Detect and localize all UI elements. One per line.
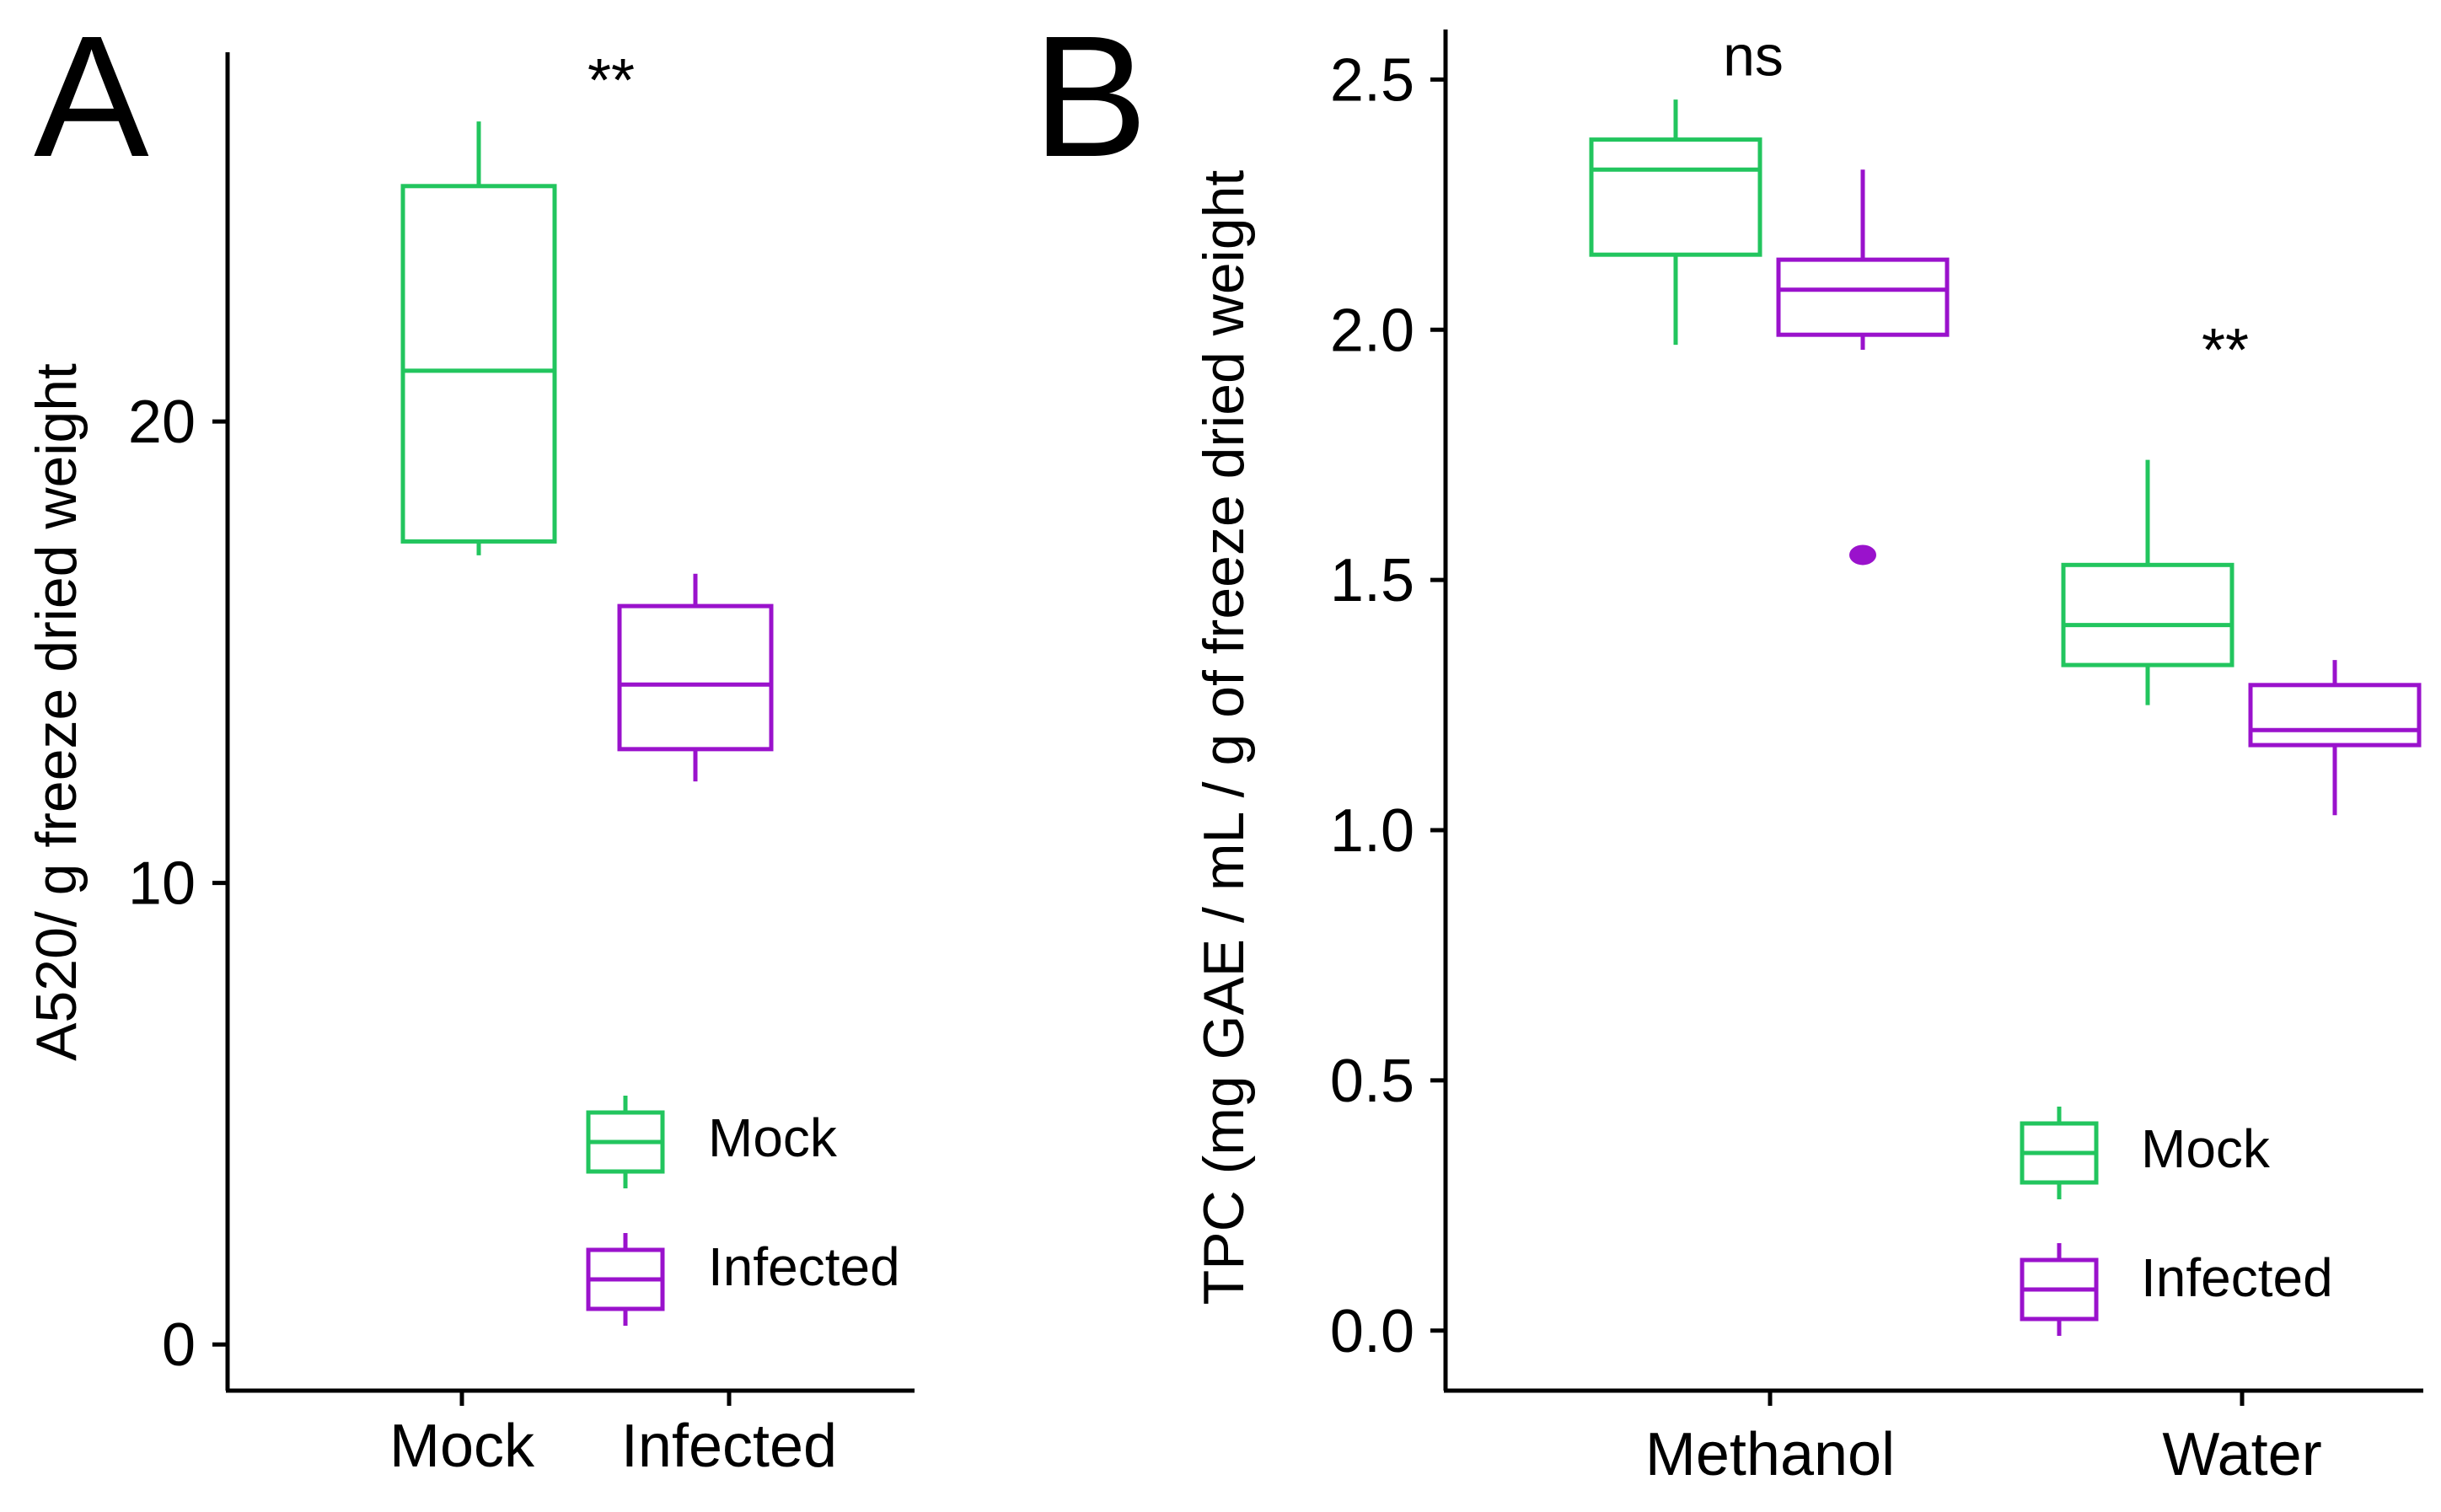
panel-a-ytick-label: 0 [162,1311,196,1379]
panel-a-x-ticks: Mock Infected [389,1391,837,1480]
panel-b-label: B [1033,0,1148,193]
panel-a-y-ticks: 0 10 20 [128,389,228,1379]
panel-b-legend-key-infected [2020,1243,2099,1336]
panel-b-box-mock-methanol [1589,99,1762,346]
panel-b-annotation-methanol: ns [1723,24,1784,88]
panel-b-axes [1443,29,2423,1393]
panel-a-box-mock-iqr-box [400,184,557,544]
panel-a-legend-label-mock: Mock [708,1107,838,1168]
panel-a-xtick-label-infected: Infected [621,1413,837,1480]
panel-b-y-axis-label: TPC (mg GAE / mL / g of freeze dried wei… [1192,170,1256,1306]
panel-a-label: A [34,0,149,193]
panel-a-y-axis-label: A520/ g freeze dried weight [24,363,89,1061]
panel-a-box-infected-iqr-box [617,603,774,752]
panel-b-box-infected-methanol-outlier-point [1849,544,1876,566]
panel-a-significance-annotation: ** [587,47,635,115]
panel-b-xtick-label-water: Water [2162,1421,2321,1488]
panel-b-annotation-water: ** [2202,317,2249,384]
panel-a-ytick-label: 10 [128,850,196,918]
panel-b-legend-label-infected: Infected [2141,1247,2333,1308]
panel-a-legend-key-mock [586,1096,665,1188]
panel-a-legend-label-infected: Infected [708,1236,900,1297]
panel-b-ytick-label: 2.0 [1330,297,1414,364]
panel-b-box-mock-water [2061,459,2234,705]
panel-b-box-mock-methanol-iqr-box [1589,137,1762,257]
panel-b-legend-key-mock [2020,1107,2099,1199]
panel-b-ytick-label: 0.5 [1330,1048,1414,1115]
panel-b-x-ticks: Methanol Water [1645,1391,2322,1488]
panel-a-ytick-label: 20 [128,389,196,456]
panel-b-box-infected-water [2248,660,2422,816]
panel-a: A A520/ g freeze dried weight 0 10 20 Mo… [24,0,915,1480]
panel-a-xtick-label-mock: Mock [389,1413,535,1480]
panel-b-ytick-label: 2.5 [1330,46,1414,114]
panel-a-box-infected [617,573,774,782]
panel-a-legend: Mock Infected [586,1096,900,1326]
panel-a-boxes [400,121,774,782]
panel-b-boxes [1589,99,2422,816]
panel-b-box-infected-methanol [1776,169,1950,566]
panel-b-legend: Mock Infected [2020,1107,2333,1336]
panel-b-box-mock-water-iqr-box [2061,562,2234,668]
panel-b-box-infected-water-iqr-box [2248,683,2422,748]
panel-a-axes [225,52,915,1393]
panel-b-legend-label-mock: Mock [2141,1118,2271,1179]
panel-b-xtick-label-methanol: Methanol [1645,1421,1895,1488]
panel-a-box-mock [400,121,557,555]
panel-b-ytick-label: 1.0 [1330,797,1414,865]
panel-b-ytick-label: 1.5 [1330,547,1414,614]
panel-b-ytick-label: 0.0 [1330,1298,1414,1365]
panel-b-box-infected-methanol-iqr-box [1776,257,1950,337]
panel-b-y-ticks: 0.0 0.5 1.0 1.5 2.0 2.5 [1330,46,1446,1365]
panel-a-legend-key-infected [586,1233,665,1326]
panel-b: B TPC (mg GAE / mL / g of freeze dried w… [1033,0,2423,1488]
